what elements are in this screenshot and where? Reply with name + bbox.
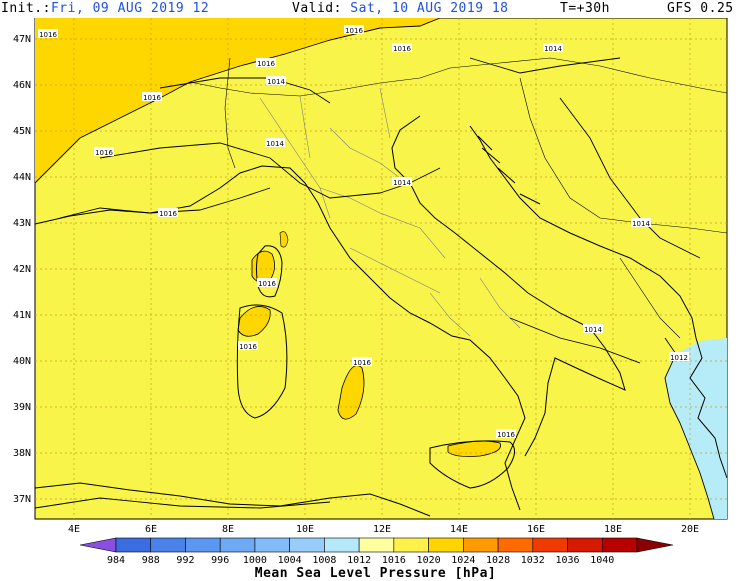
colorbar-swatch	[567, 537, 603, 553]
colorbar-title: Mean Sea Level Pressure [hPa]	[254, 566, 497, 581]
lon-label: 16E	[527, 524, 545, 535]
isobar-label: 1016	[39, 31, 57, 39]
colorbar-high-arrow	[636, 537, 674, 553]
high-pressure-area	[35, 18, 440, 183]
colorbar-tick-label: 1040	[590, 555, 614, 566]
isobar-label: 1014	[266, 140, 284, 148]
graticule	[35, 18, 727, 519]
valid-time-label: Valid: Sat, 10 AUG 2019 18	[292, 1, 509, 16]
high-blob-tyrrhenian	[337, 365, 365, 420]
init-time-label: Init.:Fri, 09 AUG 2019 12	[1, 1, 210, 16]
lon-label: 12E	[373, 524, 391, 535]
lat-label: 46N	[13, 80, 31, 91]
colorbar-swatch	[115, 537, 152, 553]
colorbar-swatch	[532, 537, 568, 553]
lat-label: 37N	[13, 494, 31, 505]
isobar-label: 1016	[345, 27, 363, 35]
lat-label: 39N	[13, 402, 31, 413]
isobar-label: 1016	[239, 343, 257, 351]
high-blob-corsica	[251, 250, 275, 283]
high-blob-apennine	[279, 231, 289, 248]
lon-label: 10E	[296, 524, 314, 535]
longitude-labels: 4E 6E 8E 10E 12E 14E 16E 18E 20E	[68, 524, 699, 535]
coastlines	[34, 115, 728, 517]
colorbar-tick-label: 1004	[278, 555, 302, 566]
colorbar-swatch	[358, 537, 395, 553]
colorbar-tick-label: 1020	[417, 555, 441, 566]
high-blob-sardinia	[237, 306, 271, 337]
isobar-label: 1016	[353, 359, 371, 367]
colorbar-tick-label: 1024	[451, 555, 475, 566]
isobar-label: 1016	[143, 94, 161, 102]
colorbar-swatch	[463, 537, 499, 553]
colorbar-tick-label: 1008	[312, 555, 336, 566]
colorbar-swatch	[428, 537, 464, 553]
model-label: GFS 0.25	[667, 1, 734, 16]
isobar-label: 1016	[258, 280, 276, 288]
colorbar-swatch	[393, 537, 429, 553]
lat-label: 47N	[13, 34, 31, 45]
lat-label: 43N	[13, 218, 31, 229]
isobar-label: 1016	[257, 60, 275, 68]
colorbar-swatch	[289, 537, 325, 553]
colorbar-tick-label: 1036	[555, 555, 579, 566]
lon-label: 18E	[604, 524, 622, 535]
lon-label: 8E	[222, 524, 234, 535]
colorbar-swatch	[254, 537, 290, 553]
lat-label: 44N	[13, 172, 31, 183]
colorbar-tick-label: 1000	[243, 555, 267, 566]
isobar-label: 1014	[632, 220, 650, 228]
isobar-label: 1012	[670, 354, 688, 362]
colorbar-tick-label: 1012	[347, 555, 371, 566]
low-pressure-area	[665, 338, 727, 519]
map-panel	[34, 18, 728, 520]
latitude-labels: 47N 46N 45N 44N 43N 42N 41N 40N 39N 38N …	[13, 34, 31, 505]
colorbar-tick-label: 988	[142, 555, 160, 566]
isobar-label: 1016	[159, 210, 177, 218]
borders	[189, 57, 728, 339]
colorbar-tick-label: 992	[176, 555, 194, 566]
lat-label: 45N	[13, 126, 31, 137]
colorbar-tick-label: 984	[107, 555, 125, 566]
colorbar-tick-label: 1028	[486, 555, 510, 566]
colorbar-swatch	[601, 537, 638, 553]
colorbar-swatch	[150, 537, 186, 553]
colorbar-swatch	[324, 537, 360, 553]
isobar-label: 1016	[393, 45, 411, 53]
pressure-map: 1016 1016 1016 1014 1016 1014 1014 1016 …	[13, 18, 728, 566]
lon-label: 4E	[68, 524, 80, 535]
isobar-label: 1014	[267, 78, 285, 86]
isobar-label: 1016	[95, 149, 113, 157]
colorbar-swatch	[497, 537, 534, 553]
lon-label: 14E	[450, 524, 468, 535]
lon-label: 20E	[681, 524, 699, 535]
lat-label: 40N	[13, 356, 31, 367]
colorbar-swatch	[185, 537, 221, 553]
lat-label: 38N	[13, 448, 31, 459]
colorbar: 984 988 992 996 1000 1004 1008 1012 1016 1020 1024…	[79, 537, 674, 566]
lat-label: 41N	[13, 310, 31, 321]
isobar-label: 1014	[544, 45, 562, 53]
lon-label: 6E	[145, 524, 157, 535]
colorbar-tick-label: 1016	[382, 555, 406, 566]
isobar-labels: 1016 1016 1016 1014 1016 1014 1014 1016 …	[38, 25, 689, 439]
isobar-label: 1016	[497, 431, 515, 439]
forecast-step-label: T=+30h	[560, 1, 610, 16]
isobars	[34, 18, 715, 520]
lat-label: 42N	[13, 264, 31, 275]
isobar-label: 1014	[584, 326, 602, 334]
colorbar-swatch	[219, 537, 256, 553]
colorbar-tick-label: 996	[211, 555, 229, 566]
regional-borders	[259, 87, 521, 337]
isobar-label: 1014	[393, 179, 411, 187]
colorbar-tick-label: 1032	[521, 555, 545, 566]
colorbar-low-arrow	[79, 537, 117, 553]
